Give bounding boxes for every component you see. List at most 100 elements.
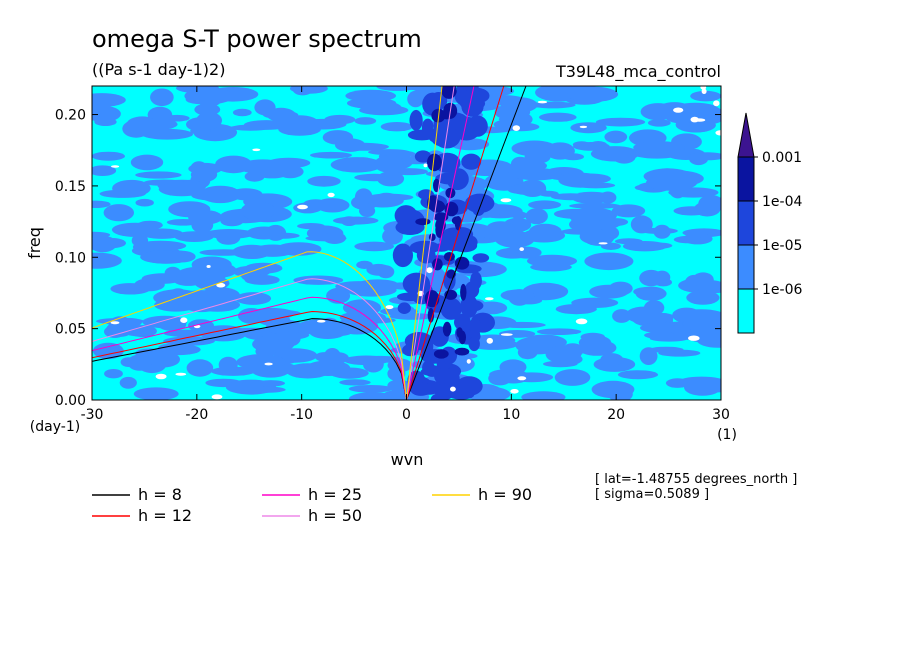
- heatmap-cell: [451, 239, 478, 253]
- heatmap-cell: [500, 333, 513, 336]
- heatmap-cell: [348, 216, 368, 224]
- heatmap-cell: [539, 91, 569, 98]
- y-tick-label: 0.20: [55, 108, 86, 124]
- heatmap-cell: [427, 308, 435, 323]
- heatmap-cell: [414, 150, 432, 163]
- heatmap-cell: [211, 394, 223, 400]
- heatmap-cell: [424, 290, 440, 308]
- heatmap-cell: [366, 263, 391, 276]
- heatmap-cell: [635, 286, 667, 301]
- colorbar-segment: [737, 156, 755, 202]
- heatmap-cell: [275, 242, 322, 256]
- heatmap-cell: [426, 267, 433, 274]
- heatmap-cell: [273, 348, 318, 363]
- colorbar-segment: [737, 200, 755, 246]
- heatmap-cell: [654, 278, 672, 287]
- heatmap-cell: [528, 223, 562, 240]
- heatmap-cell: [630, 215, 653, 234]
- rossby-curve-3: [92, 278, 407, 400]
- heatmap-cell: [595, 117, 646, 127]
- heatmap-cell: [128, 325, 157, 338]
- x-tick-label: 0: [402, 407, 411, 423]
- heatmap-cell: [572, 141, 591, 148]
- heatmap-cell: [297, 204, 308, 210]
- heatmap-cell: [524, 150, 551, 164]
- x-tick-label: -30: [81, 407, 104, 423]
- heatmap-cell: [468, 336, 480, 352]
- heatmap-cell: [92, 200, 111, 208]
- heatmap-cell: [380, 122, 413, 132]
- heatmap-cell: [135, 118, 178, 131]
- heatmap-cell: [633, 141, 685, 154]
- colorbar-label: 1e-06: [762, 282, 802, 298]
- heatmap-cell: [510, 389, 519, 394]
- heatmap-cell: [402, 272, 431, 295]
- heatmap-cell: [385, 305, 394, 310]
- heatmap-cell: [339, 379, 371, 386]
- heatmap-cell: [348, 392, 397, 400]
- heatmap-cell: [579, 125, 588, 129]
- heatmap-cell: [486, 337, 493, 344]
- heatmap-cell: [92, 93, 126, 107]
- annotation-sigma: [ sigma=0.5089 ]: [595, 487, 709, 502]
- heatmap-cell: [539, 112, 577, 122]
- legend-label: h = 25: [308, 485, 362, 504]
- heatmap-cell: [389, 313, 435, 320]
- heatmap-cell: [521, 334, 567, 350]
- heatmap-cell: [599, 191, 617, 204]
- heatmap-cell: [264, 232, 300, 239]
- y-tick-label: 0.15: [55, 179, 86, 195]
- heatmap-cell: [110, 321, 120, 325]
- heatmap-cell: [443, 252, 455, 262]
- heatmap-cell: [168, 288, 189, 305]
- heatmap-cell: [464, 281, 480, 299]
- colorbar-label: 0.001: [762, 150, 802, 166]
- heatmap-cell: [355, 188, 373, 205]
- heatmap-cell: [345, 89, 397, 102]
- heatmap-cell: [397, 209, 425, 233]
- heatmap-cell: [135, 348, 164, 359]
- heatmap-cell: [327, 192, 335, 198]
- heatmap-cell: [353, 157, 374, 168]
- heatmap-cells: [92, 86, 721, 400]
- heatmap-cell: [428, 233, 436, 241]
- heatmap-cell: [258, 160, 279, 175]
- heatmap-cell: [427, 153, 442, 172]
- heatmap-cell: [463, 87, 490, 104]
- run-label: T39L48_mca_control: [555, 62, 721, 82]
- heatmap-cell: [168, 201, 211, 218]
- heatmap-cell: [200, 287, 240, 304]
- heatmap-cell: [236, 354, 286, 370]
- colorbar-label: 1e-04: [762, 194, 802, 210]
- heatmap-cell: [454, 313, 471, 331]
- heatmap-cell: [598, 242, 608, 245]
- rossby-curve-4: [92, 251, 407, 400]
- heatmap-cell: [454, 347, 470, 356]
- heatmap-cell: [521, 391, 566, 400]
- heatmap-cell: [602, 226, 620, 240]
- heatmap-cell: [701, 88, 707, 95]
- kelvin-curve-0: [406, 86, 527, 400]
- heatmap-cell: [118, 318, 142, 327]
- heatmap-cell: [348, 385, 394, 393]
- heatmap-cell: [558, 172, 603, 188]
- heatmap-cell: [698, 194, 721, 213]
- heatmap-cell: [584, 252, 634, 271]
- heatmap-cell: [127, 354, 152, 371]
- heatmap-cell: [222, 161, 270, 169]
- heatmap-cell: [647, 119, 671, 127]
- y-tick-label: 0.00: [55, 393, 86, 409]
- chart-title: omega S-T power spectrum: [92, 25, 422, 53]
- heatmap-cell: [174, 231, 214, 243]
- legend: h = 8 h = 12 h = 25 h = 50 h = 90: [92, 485, 532, 525]
- heatmap-cell: [377, 171, 405, 187]
- heatmap-cell: [163, 336, 215, 346]
- heatmap-cell: [199, 249, 249, 256]
- heatmap-cell: [336, 142, 389, 151]
- heatmap-cell: [643, 300, 665, 316]
- heatmap-cell: [180, 317, 188, 324]
- x-tick-label: -20: [185, 407, 208, 423]
- heatmap-cell: [665, 378, 689, 388]
- heatmap-cell: [648, 346, 684, 353]
- heatmap-cell: [254, 99, 276, 116]
